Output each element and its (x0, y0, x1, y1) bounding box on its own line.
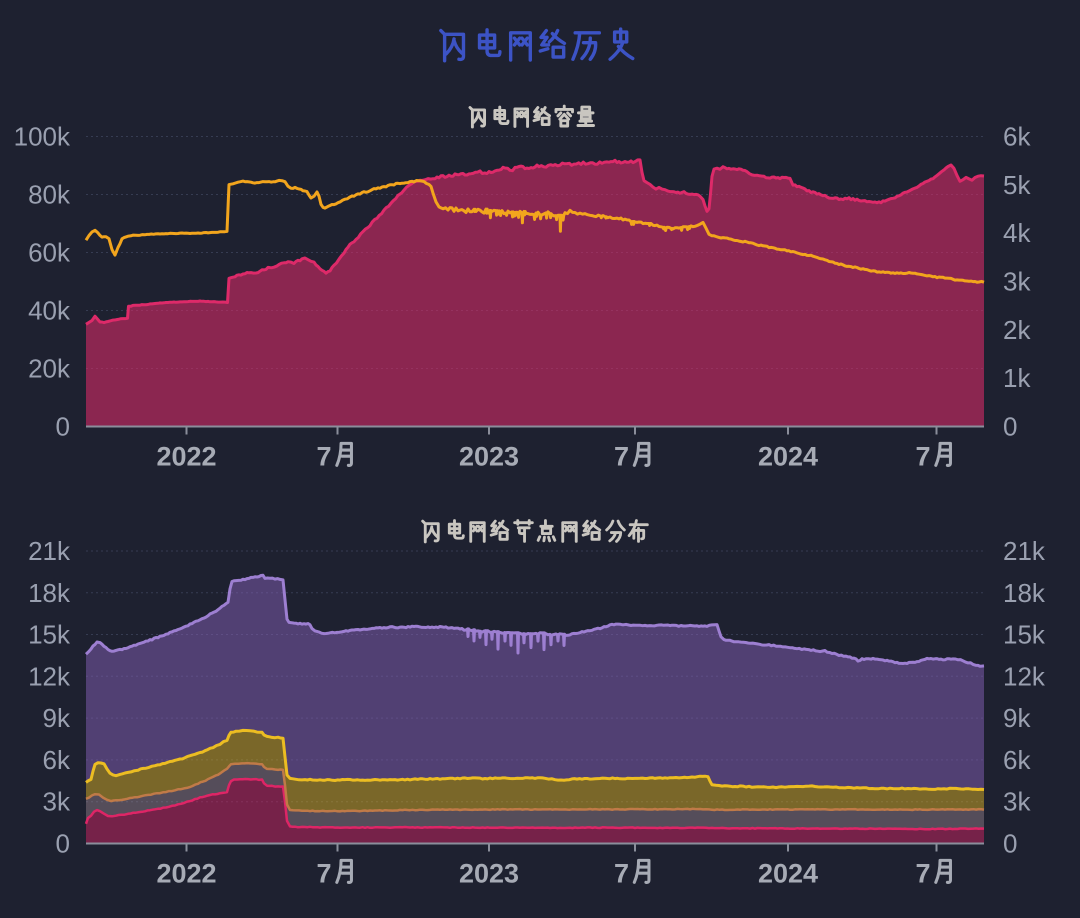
svg-text:4k: 4k (1003, 218, 1031, 248)
svg-text:2024: 2024 (758, 442, 818, 472)
svg-text:0: 0 (56, 829, 70, 859)
svg-text:2022: 2022 (156, 859, 216, 889)
svg-text:9k: 9k (1003, 703, 1031, 733)
svg-text:2023: 2023 (459, 859, 519, 889)
svg-text:15k: 15k (1003, 620, 1046, 650)
svg-text:6k: 6k (43, 745, 71, 775)
svg-text:18k: 18k (28, 578, 71, 608)
svg-text:9k: 9k (43, 703, 71, 733)
svg-text:2023: 2023 (459, 442, 519, 472)
svg-text:5k: 5k (1003, 170, 1031, 200)
svg-text:21k: 21k (1003, 536, 1046, 566)
svg-text:18k: 18k (1003, 578, 1046, 608)
svg-text:7: 7 (916, 859, 931, 889)
svg-text:12k: 12k (1003, 661, 1046, 691)
svg-text:7: 7 (614, 442, 629, 472)
svg-text:7: 7 (317, 859, 332, 889)
svg-text:7: 7 (916, 442, 931, 472)
svg-text:20k: 20k (28, 354, 71, 384)
svg-text:0: 0 (1003, 412, 1017, 442)
svg-text:3k: 3k (1003, 787, 1031, 817)
svg-text:21k: 21k (28, 536, 71, 566)
svg-text:12k: 12k (28, 661, 71, 691)
svg-text:7: 7 (614, 859, 629, 889)
svg-text:1k: 1k (1003, 363, 1031, 393)
svg-text:3k: 3k (43, 787, 71, 817)
svg-text:0: 0 (56, 412, 70, 442)
svg-text:15k: 15k (28, 620, 71, 650)
svg-text:2k: 2k (1003, 315, 1031, 345)
svg-text:2022: 2022 (156, 442, 216, 472)
svg-text:40k: 40k (28, 296, 71, 326)
svg-text:3k: 3k (1003, 267, 1031, 297)
svg-text:2024: 2024 (758, 859, 818, 889)
svg-text:100k: 100k (14, 122, 71, 152)
svg-text:6k: 6k (1003, 745, 1031, 775)
svg-text:0: 0 (1003, 829, 1017, 859)
svg-text:7: 7 (317, 442, 332, 472)
svg-text:6k: 6k (1003, 122, 1031, 152)
svg-text:60k: 60k (28, 238, 71, 268)
svg-text:80k: 80k (28, 180, 71, 210)
